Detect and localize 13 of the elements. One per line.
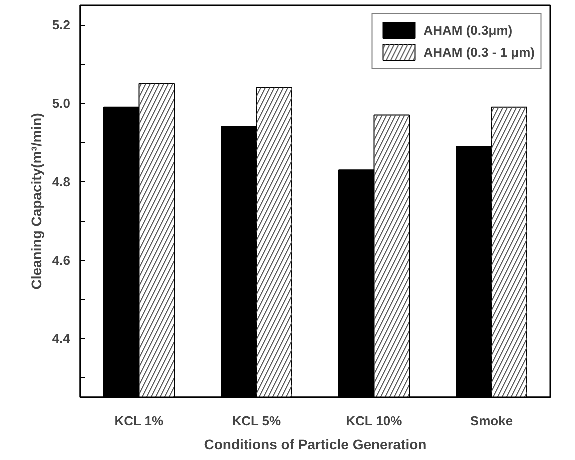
x-tick-label: KCL 10% xyxy=(346,414,403,428)
y-tick-label: 5.0 xyxy=(52,96,71,111)
y-axis-title: Cleaning Capacity(m³/min) xyxy=(28,113,44,290)
x-tick-label: KCL 5% xyxy=(232,414,282,428)
x-tick-label: KCL 1% xyxy=(114,414,164,428)
y-tick-label: 4.6 xyxy=(52,252,71,268)
legend-label: AHAM (0.3 - 1 μm) xyxy=(424,44,535,60)
y-tick-label: 4.8 xyxy=(52,174,71,190)
y-tick-label: 4.4 xyxy=(52,331,72,346)
x-tick-label: Smoke xyxy=(470,414,514,428)
y-tick-label: 5.2 xyxy=(52,18,71,33)
x-axis-title: Conditions of Particle Generation xyxy=(204,436,427,452)
legend-label: AHAM (0.3μm) xyxy=(424,22,513,38)
